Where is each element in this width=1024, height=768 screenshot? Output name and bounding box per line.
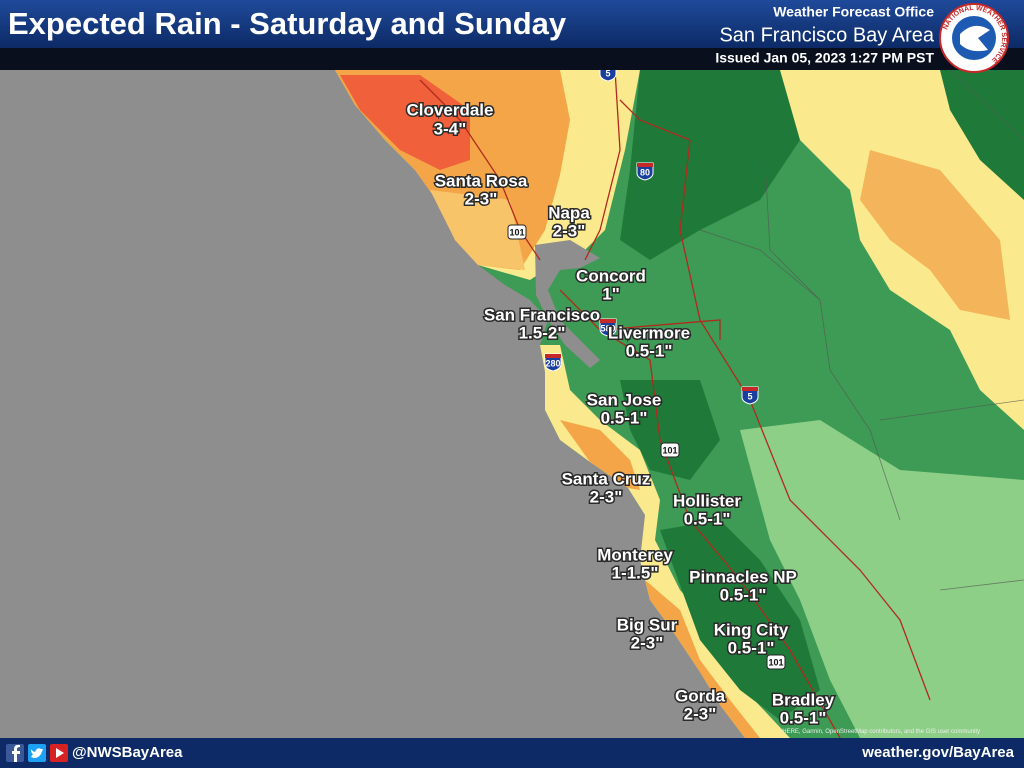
- city-name: Santa Cruz: [562, 469, 651, 488]
- youtube-glyph: [56, 748, 64, 758]
- header-bar: [0, 0, 1024, 48]
- rain-east-yellow: [780, 70, 1024, 430]
- highway-shield: 101: [660, 442, 680, 458]
- rain-east-orange: [860, 150, 1010, 320]
- interstate-cap: [637, 163, 653, 167]
- rain-amount: 2-3": [684, 704, 717, 723]
- office: Weather Forecast Office: [773, 4, 934, 20]
- logo-mark: [960, 25, 990, 52]
- city-name: Pinnacles NP: [689, 567, 797, 586]
- city-name: San Jose: [587, 390, 662, 409]
- rain-red: [340, 75, 470, 170]
- highway-shield: 280: [544, 353, 562, 372]
- highway-number: 580: [600, 323, 615, 333]
- rain-amount: 1.5-2": [519, 323, 566, 342]
- interstate-cap: [545, 354, 561, 358]
- footer-bar: [0, 738, 1024, 768]
- rain-amount: 2-3": [590, 487, 623, 506]
- interstate-shield: [599, 318, 617, 337]
- city-name: Livermore: [608, 323, 690, 342]
- highway-shield: 580: [599, 318, 617, 337]
- website[interactable]: weather.gov/BayArea: [861, 744, 1014, 761]
- city-name: Santa Rosa: [435, 171, 528, 190]
- city-name: Napa: [548, 203, 590, 222]
- city-name: King City: [714, 620, 789, 639]
- rain-amount: 1-1.5": [612, 563, 659, 582]
- rain-amount: 0.5-1": [601, 408, 648, 427]
- rain-amount: 1": [602, 284, 620, 303]
- city-name: San Francisco: [484, 305, 600, 324]
- highway-shield: 80: [636, 162, 654, 181]
- highway-number: 101: [509, 227, 524, 237]
- rain-light-orange: [430, 190, 525, 270]
- interstate-cap: [742, 387, 758, 391]
- highway-shield: 5: [741, 386, 759, 405]
- area: San Francisco Bay Area: [719, 24, 934, 46]
- rain-amount: 0.5-1": [720, 585, 767, 604]
- city-name: Big Sur: [617, 615, 678, 634]
- rain-amount: 2-3": [553, 221, 586, 240]
- interstate-shield: [544, 353, 562, 372]
- highway-number: 280: [545, 358, 560, 368]
- highway-number: 5: [747, 391, 752, 401]
- rain-amount: 0.5-1": [728, 638, 775, 657]
- city-name: Bradley: [772, 690, 835, 709]
- city-name: Concord: [576, 266, 646, 285]
- highway-number: 80: [640, 167, 650, 177]
- rain-amount: 0.5-1": [684, 509, 731, 528]
- us-shield: [766, 654, 786, 670]
- map: [0, 70, 1024, 738]
- interstate-cap: [600, 319, 616, 323]
- highway-shield: 101: [766, 654, 786, 670]
- highway-number: 5: [605, 68, 610, 78]
- bay: [535, 240, 600, 368]
- rain-amount: 0.5-1": [626, 341, 673, 360]
- us-shield: [660, 442, 680, 458]
- social-handle[interactable]: @NWSBayArea: [72, 744, 183, 761]
- city-name: Cloverdale: [407, 100, 494, 119]
- highway-number: 101: [768, 657, 783, 667]
- highway-number: 101: [662, 445, 677, 455]
- rain-amount: 3-4": [434, 119, 467, 138]
- county-lines: [699, 70, 1024, 591]
- rain-light-green: [740, 420, 1024, 738]
- rain-amount: 2-3": [465, 189, 498, 208]
- interstate-shield: [636, 162, 654, 181]
- highway-shield: 101: [507, 224, 527, 240]
- twitter-glyph: [31, 748, 43, 758]
- header-strip: [0, 48, 1024, 70]
- rain-amount: 2-3": [631, 633, 664, 652]
- interstate-shield: [741, 386, 759, 405]
- city-name: Monterey: [597, 545, 673, 564]
- us-shield: [507, 224, 527, 240]
- facebook-glyph: [12, 744, 20, 762]
- nws-logo: NATIONAL WEATHER SERVICE: [939, 3, 1009, 73]
- issued: Issued Jan 05, 2023 1:27 PM PST: [715, 50, 934, 66]
- rain-amount: 0.5-1": [780, 708, 827, 727]
- title: Expected Rain - Saturday and Sunday: [8, 6, 567, 41]
- city-name: Gorda: [675, 686, 726, 705]
- attribution: HERE, Garmin, OpenStreetMap contributors…: [782, 729, 980, 735]
- city-name: Hollister: [673, 491, 741, 510]
